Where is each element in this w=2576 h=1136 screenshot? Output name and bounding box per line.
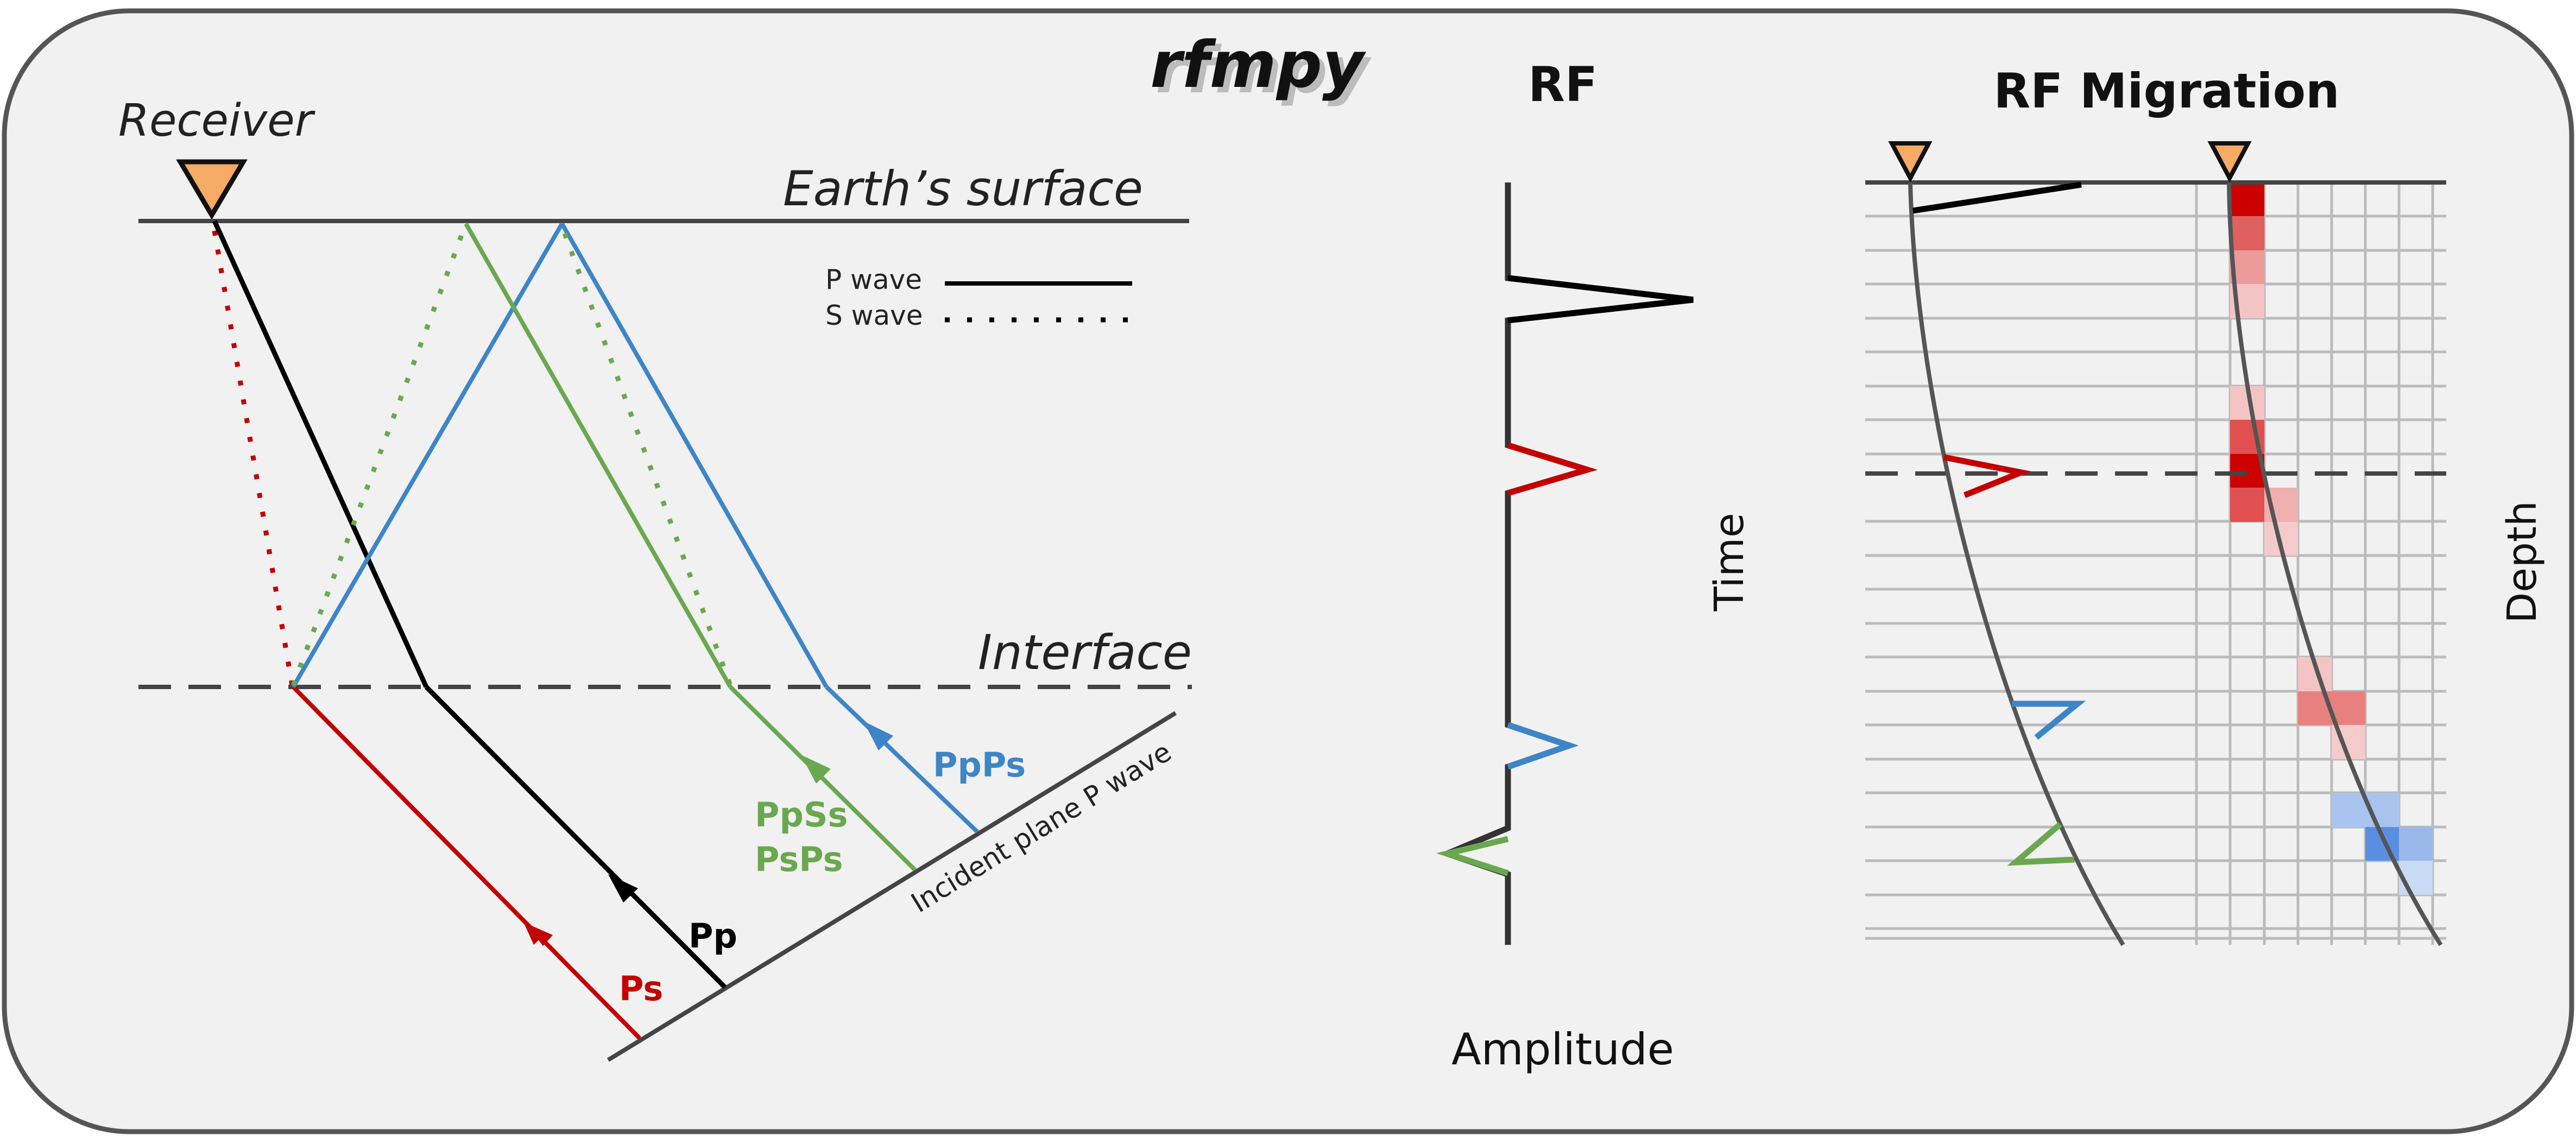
ps-s-ray — [212, 230, 295, 686]
figure-frame — [2, 8, 2574, 1134]
migration-cells — [2230, 182, 2433, 895]
ps-arrowhead-icon — [526, 923, 553, 946]
rf-migration-title: RF Migration — [1993, 63, 2339, 119]
rf-peak-ppss — [1436, 836, 1509, 876]
pp-label: Pp — [689, 916, 737, 956]
ppss-ray-2 — [464, 223, 733, 688]
pp-ray-upper — [212, 220, 429, 688]
rf-title: RF — [1528, 56, 1598, 112]
migrated-wavelet-ppps — [2012, 700, 2086, 740]
earth-surface-label: Earth’s surface — [783, 161, 1143, 217]
migration-receiver-right-icon — [2207, 141, 2252, 183]
psps-label: PsPs — [755, 840, 843, 879]
ppps-label: PpPs — [933, 745, 1026, 785]
receiver-triangle-icon — [176, 159, 248, 220]
ppps-arrowhead-icon — [863, 721, 893, 750]
incident-plane-line — [607, 711, 1177, 1062]
rf-peak-p — [1507, 275, 1694, 324]
migrated-wavelet-ps — [1943, 454, 2032, 498]
migrated-wavelet-ppss — [2007, 822, 2075, 866]
migration-raypath-right — [2227, 182, 2443, 946]
receiver-label: Receiver — [118, 95, 315, 147]
legend-s-wave-label: S wave — [825, 300, 923, 331]
ppps-ray-s-dotted — [562, 232, 733, 686]
depth-axis-label: Depth — [2499, 501, 2546, 623]
legend-p-wave-label: P wave — [825, 264, 922, 295]
migrated-wavelet-p — [1912, 181, 2082, 214]
rf-peak-ps — [1507, 442, 1598, 496]
ppps-ray-1 — [291, 222, 564, 689]
logo-shadow: rfmpy — [1156, 33, 1372, 108]
migration-raypath-left — [1908, 182, 2125, 946]
amplitude-axis-label: Amplitude — [1451, 1024, 1674, 1075]
pp-arrowhead-icon — [608, 874, 638, 903]
ppps-ray-lower — [825, 685, 979, 834]
ray-diagram-panel: Receiver Earth’s surface P wave S wave I… — [118, 95, 1192, 1062]
time-axis-label: Time — [1706, 513, 1753, 611]
ppss-ray-lower — [729, 685, 917, 872]
rf-panel: RF Time Amplitude — [1436, 56, 1753, 1075]
ppps-ray-2 — [560, 223, 829, 688]
ps-label: Ps — [619, 969, 663, 1008]
logo: rfmpy — [1150, 27, 1367, 102]
ps-p-ray — [292, 685, 641, 1040]
rf-peak-ppps — [1507, 722, 1579, 770]
ppss-arrowhead-icon — [801, 755, 831, 784]
migration-receiver-left-icon — [1888, 141, 1933, 183]
rf-migration-panel: RF Migration — [1865, 63, 2546, 946]
ppss-label: PpSs — [755, 795, 848, 835]
interface-label: Interface — [978, 624, 1192, 680]
pp-ray-lower — [424, 685, 727, 989]
